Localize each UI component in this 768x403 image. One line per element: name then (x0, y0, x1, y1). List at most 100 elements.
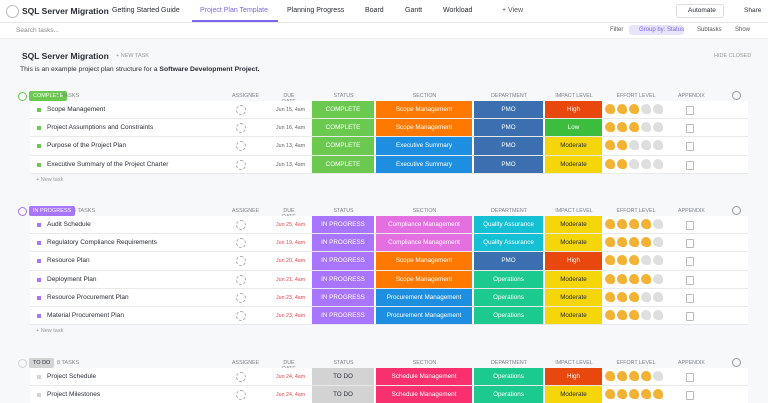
section-cell[interactable]: Scope Management (376, 252, 473, 270)
view-tab[interactable]: Workload (443, 7, 473, 14)
automate-button[interactable] (676, 4, 724, 18)
section-cell[interactable]: Schedule Management (376, 386, 473, 403)
department-cell[interactable]: PMO (474, 252, 544, 270)
collapse-icon[interactable] (18, 359, 27, 368)
add-column[interactable] (732, 358, 741, 367)
assignee-icon[interactable] (236, 123, 246, 134)
view-tab[interactable]: Getting Started Guide (112, 7, 180, 14)
add-view[interactable]: + View (502, 7, 524, 14)
appendix-icon[interactable] (686, 391, 694, 401)
status-cell[interactable]: IN PROGRESS (312, 270, 375, 288)
section-cell[interactable]: Executive Summary (376, 137, 473, 155)
assignee-icon[interactable] (236, 256, 246, 267)
subtasks-button[interactable]: Subtasks (697, 27, 722, 33)
status-cell[interactable]: IN PROGRESS (312, 288, 375, 306)
department-cell[interactable]: Quality Assurance (474, 234, 544, 252)
section-cell[interactable]: Executive Summary (376, 155, 473, 173)
hide-closed[interactable]: HIDE CLOSED (714, 53, 752, 59)
group-by-pill[interactable] (629, 25, 684, 35)
status-cell[interactable]: TO DO (312, 386, 375, 403)
assignee-icon[interactable] (236, 220, 246, 230)
department-cell[interactable]: Quality Assurance (474, 216, 544, 234)
assignee-icon[interactable] (236, 390, 246, 401)
section-cell[interactable]: Procurement Management (376, 288, 473, 306)
assignee-icon[interactable] (236, 311, 246, 321)
new-task-row[interactable]: + New task (36, 328, 64, 335)
task-name[interactable]: Project Milestones (47, 391, 101, 399)
section-cell[interactable]: Scope Management (376, 119, 473, 137)
department-cell[interactable]: PMO (474, 119, 544, 137)
assignee-icon[interactable] (236, 105, 246, 115)
status-cell[interactable]: COMPLETE (312, 101, 375, 119)
impact-cell[interactable]: High (545, 101, 603, 119)
impact-cell[interactable]: Moderate (545, 307, 603, 325)
department-cell[interactable]: Operations (474, 270, 544, 288)
department-cell[interactable]: Operations (474, 288, 544, 306)
task-name[interactable]: Resource Procurement Plan (47, 293, 129, 301)
appendix-icon[interactable] (686, 293, 694, 303)
department-cell[interactable]: Operations (474, 386, 544, 403)
assignee-icon[interactable] (236, 274, 246, 285)
show-button[interactable]: Show (735, 27, 751, 33)
view-tab[interactable]: Planning Progress (287, 7, 345, 14)
impact-cell[interactable]: Moderate (545, 234, 603, 252)
impact-cell[interactable]: Moderate (545, 155, 603, 173)
department-cell[interactable]: Operations (474, 368, 544, 386)
appendix-icon[interactable] (686, 142, 694, 152)
appendix-icon[interactable] (686, 373, 694, 382)
impact-cell[interactable]: Moderate (545, 288, 603, 306)
impact-cell[interactable]: Moderate (545, 216, 603, 234)
status-cell[interactable]: IN PROGRESS (312, 307, 375, 325)
appendix-icon[interactable] (686, 239, 694, 249)
collapse-icon[interactable] (18, 207, 27, 216)
department-cell[interactable]: Operations (474, 307, 544, 325)
department-cell[interactable]: PMO (474, 155, 544, 173)
view-tab[interactable]: Board (365, 7, 384, 14)
task-name[interactable]: Deployment Plan (47, 275, 97, 283)
new-task-row[interactable]: + New task (36, 176, 64, 183)
status-cell[interactable]: COMPLETE (312, 119, 375, 137)
status-cell[interactable]: TO DO (312, 368, 375, 386)
impact-cell[interactable]: Moderate (545, 386, 603, 403)
assignee-icon[interactable] (236, 141, 246, 152)
impact-cell[interactable]: Moderate (545, 137, 603, 155)
task-name[interactable]: Project Schedule (47, 373, 97, 380)
appendix-icon[interactable] (686, 312, 694, 321)
appendix-icon[interactable] (686, 257, 694, 267)
impact-cell[interactable]: Moderate (545, 270, 603, 288)
search-input[interactable]: Search tasks... (16, 27, 59, 34)
impact-cell[interactable]: High (545, 252, 603, 270)
add-column[interactable] (732, 206, 741, 215)
task-name[interactable]: Resource Plan (47, 257, 90, 265)
section-cell[interactable]: Scope Management (376, 101, 473, 119)
assignee-icon[interactable] (236, 372, 246, 382)
task-name[interactable]: Material Procurement Plan (47, 312, 124, 319)
appendix-icon[interactable] (686, 106, 694, 115)
task-name[interactable]: Regulatory Compliance Requirements (47, 239, 157, 247)
status-cell[interactable]: IN PROGRESS (312, 252, 375, 270)
assignee-icon[interactable] (236, 159, 246, 170)
view-tab[interactable]: Gantt (405, 7, 423, 14)
task-name[interactable]: Audit Schedule (47, 221, 91, 228)
section-cell[interactable]: Compliance Management (376, 216, 473, 234)
section-cell[interactable]: Schedule Management (376, 368, 473, 386)
task-name[interactable]: Scope Management (47, 106, 106, 113)
appendix-icon[interactable] (686, 275, 694, 285)
share-label[interactable]: Share (744, 7, 762, 14)
impact-cell[interactable]: High (545, 368, 603, 386)
section-cell[interactable]: Compliance Management (376, 234, 473, 252)
group-by-button[interactable]: Group by: Status (639, 27, 685, 33)
status-cell[interactable]: COMPLETE (312, 155, 375, 173)
task-name[interactable]: Purpose of the Project Plan (47, 142, 127, 150)
appendix-icon[interactable] (686, 221, 694, 230)
impact-cell[interactable]: Low (545, 119, 603, 137)
appendix-icon[interactable] (686, 124, 694, 134)
filter-button[interactable]: Filter (610, 27, 624, 33)
assignee-icon[interactable] (236, 238, 246, 249)
status-cell[interactable]: IN PROGRESS (312, 234, 375, 252)
status-cell[interactable]: IN PROGRESS (312, 216, 375, 234)
automate-label[interactable]: Automate (688, 7, 716, 14)
status-cell[interactable]: COMPLETE (312, 137, 375, 155)
appendix-icon[interactable] (686, 160, 694, 170)
department-cell[interactable]: PMO (474, 137, 544, 155)
